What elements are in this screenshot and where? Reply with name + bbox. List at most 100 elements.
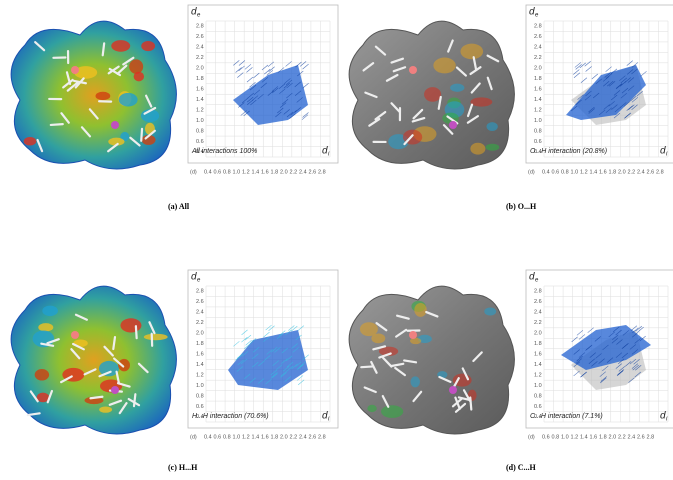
y-tick-label: 2.8 (534, 289, 542, 295)
fingerprint-plot: 2.82.62.42.22.01.81.61.41.21.00.80.60.4d… (526, 5, 673, 175)
y-tick-label: 1.6 (196, 86, 204, 92)
y-tick-label: 0.8 (534, 393, 542, 399)
surface-spot (99, 406, 112, 412)
y-tick-label: 2.0 (196, 66, 204, 72)
y-tick-label: 2.2 (534, 55, 542, 61)
x-tick-label: 1.0 (571, 169, 579, 175)
y-tick-label: 2.6 (534, 34, 542, 40)
y-tick-label: 2.8 (196, 289, 204, 295)
y-tick-label: 0.6 (196, 139, 204, 145)
x-tick-label: 1.6 (261, 434, 269, 440)
x-axis-corner: (d) (190, 169, 197, 175)
y-tick-label: 1.4 (534, 97, 542, 103)
fingerprint-plot: 2.82.62.42.22.01.81.61.41.21.00.80.60.4d… (526, 270, 673, 440)
x-tick-label: 0.4 (204, 434, 212, 440)
surface (11, 286, 176, 434)
x-tick-label: 0.6 (214, 434, 222, 440)
x-tick-label: 2.8 (647, 434, 655, 440)
y-tick-label: 2.4 (534, 45, 542, 51)
x-tick-label: 2.4 (628, 434, 636, 440)
hirshfeld-surface (349, 286, 514, 434)
panel: 2.82.62.42.22.01.81.61.41.21.00.80.60.4d… (349, 5, 673, 211)
x-tick-label: 0.8 (223, 434, 231, 440)
bond (103, 43, 104, 55)
x-tick-label: 1.4 (252, 169, 260, 175)
y-tick-label: 1.4 (534, 362, 542, 368)
panel: 2.82.62.42.22.01.81.61.41.21.00.80.60.4d… (11, 5, 338, 211)
y-tick-label: 2.6 (196, 299, 204, 305)
x-tick-label: 1.2 (242, 169, 250, 175)
y-tick-label: 1.8 (534, 341, 542, 347)
x-tick-label: 2.2 (628, 169, 636, 175)
surface-spot (470, 143, 485, 155)
x-tick-label: 0.6 (214, 169, 222, 175)
surface-spot (450, 84, 464, 92)
x-tick-label: 0.8 (552, 434, 560, 440)
surface-spot (38, 323, 53, 331)
x-tick-label: 2.6 (309, 434, 317, 440)
x-tick-label: 2.6 (637, 434, 645, 440)
x-tick-label: 1.4 (252, 434, 260, 440)
y-tick-label: 2.4 (196, 45, 204, 51)
surface-spot (134, 72, 144, 82)
y-tick-label: 2.8 (534, 24, 542, 30)
panel: 2.82.62.42.22.01.81.61.41.21.00.80.60.4d… (349, 270, 673, 472)
panel: 2.82.62.42.22.01.81.61.41.21.00.80.60.4d… (11, 270, 338, 472)
x-tick-label: 0.6 (552, 169, 560, 175)
surface-spot (433, 58, 455, 74)
y-tick-label: 2.2 (534, 320, 542, 326)
surface-spot (129, 59, 143, 73)
atom (409, 66, 417, 74)
x-tick-label: 1.6 (590, 434, 598, 440)
y-tick-label: 2.6 (534, 299, 542, 305)
surface-spot (141, 41, 155, 51)
surface-spot (470, 97, 492, 106)
y-tick-label: 1.6 (196, 351, 204, 357)
surface-spot (487, 122, 498, 131)
y-tick-label: 2.0 (534, 331, 542, 337)
x-tick-label: 2.4 (637, 169, 645, 175)
x-tick-label: 0.8 (223, 169, 231, 175)
y-tick-label: 1.6 (534, 351, 542, 357)
surface-spot (35, 369, 49, 380)
x-tick-label: 1.4 (590, 169, 598, 175)
y-tick-label: 0.8 (196, 128, 204, 134)
atom (449, 386, 457, 394)
y-tick-label: 1.4 (196, 362, 204, 368)
hirshfeld-surface (349, 21, 514, 169)
x-tick-label: 1.2 (580, 169, 588, 175)
caption: (a) All (168, 202, 190, 211)
x-tick-label: 1.0 (233, 434, 241, 440)
surface-spot (24, 137, 37, 146)
y-tick-label: 2.6 (196, 34, 204, 40)
surface-spot (119, 93, 138, 107)
bond (134, 394, 135, 406)
y-tick-label: 0.8 (534, 128, 542, 134)
y-tick-label: 1.8 (534, 76, 542, 82)
x-tick-label: 1.8 (271, 434, 279, 440)
x-tick-label: 2.0 (280, 434, 288, 440)
x-tick-label: 2.0 (609, 434, 617, 440)
bond (136, 326, 137, 338)
x-tick-label: 2.2 (290, 169, 298, 175)
interaction-label: All interactions 100% (191, 148, 257, 155)
y-tick-label: 2.2 (196, 320, 204, 326)
x-axis-corner: (d) (190, 434, 197, 440)
bond (361, 366, 373, 367)
surface-spot (111, 40, 130, 52)
y-tick-label: 0.6 (196, 404, 204, 410)
y-tick-label: 0.8 (196, 393, 204, 399)
x-tick-label: 1.0 (233, 169, 241, 175)
y-tick-label: 2.4 (534, 310, 542, 316)
x-tick-label: 2.2 (618, 434, 626, 440)
y-tick-label: 1.2 (534, 372, 542, 378)
atom (111, 121, 119, 129)
surface-spot (486, 144, 500, 151)
interaction-label: O...H interaction (20.8%) (530, 148, 607, 155)
atom (111, 386, 119, 394)
bond (470, 398, 471, 410)
surface-spot (424, 87, 441, 102)
surface-spot (460, 44, 483, 60)
x-tick-label: 1.8 (271, 169, 279, 175)
interaction-label: C...H interaction (7.1%) (530, 413, 603, 420)
